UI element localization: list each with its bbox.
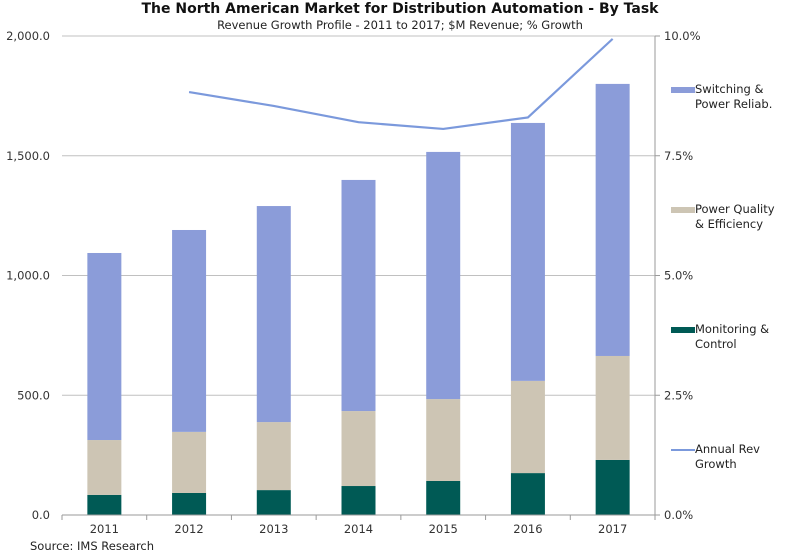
- x-axis-tick-label: 2017: [598, 522, 627, 536]
- legend-label: Control: [695, 337, 737, 351]
- right-axis-tick-label: 5.0%: [664, 269, 693, 283]
- x-axis-tick-label: 2014: [344, 522, 373, 536]
- legend-item: Annual Rev Growth: [671, 442, 760, 472]
- legend-label: Power Quality: [695, 202, 775, 216]
- bar-switching-power-reliab--2017: [595, 83, 630, 356]
- legend-item: Switching & Power Reliab.: [671, 82, 773, 112]
- bar-power-quality-efficiency-2015: [426, 399, 461, 481]
- x-axis-tick-label: 2015: [429, 522, 458, 536]
- legend-line-icon: [671, 449, 695, 451]
- legend-label: Switching &: [695, 82, 764, 96]
- bar-switching-power-reliab--2012: [172, 229, 207, 432]
- bar-switching-power-reliab--2016: [510, 122, 545, 381]
- legend-label: Annual Rev: [695, 442, 760, 456]
- bar-monitoring-control-2016: [510, 473, 545, 515]
- bar-monitoring-control-2012: [172, 492, 207, 515]
- bar-monitoring-control-2017: [595, 459, 630, 515]
- source-note: Source: IMS Research: [30, 539, 155, 553]
- right-axis-tick-label: 0.0%: [664, 508, 693, 522]
- left-axis-tick-label: 1,000.0: [6, 269, 50, 283]
- bar-monitoring-control-2011: [87, 494, 122, 515]
- legend-swatch-icon: [671, 327, 695, 333]
- bar-power-quality-efficiency-2011: [87, 440, 122, 495]
- bar-power-quality-efficiency-2016: [510, 380, 545, 474]
- legend-swatch-icon: [671, 207, 695, 213]
- legend-item: Monitoring & Control: [671, 322, 770, 352]
- left-axis-tick-label: 1,500.0: [6, 149, 50, 163]
- x-axis-tick-label: 2011: [90, 522, 119, 536]
- legend-item: Power Quality & Efficiency: [671, 202, 775, 232]
- chart-subtitle: Revenue Growth Profile - 2011 to 2017; $…: [217, 18, 583, 32]
- growth-line: [188, 38, 614, 131]
- right-axis-tick-label: 10.0%: [664, 29, 701, 43]
- left-axis-tick-label: 2,000.0: [6, 29, 50, 43]
- bar-power-quality-efficiency-2012: [172, 431, 207, 493]
- bar-monitoring-control-2014: [341, 486, 376, 515]
- legend-swatch-icon: [671, 87, 695, 93]
- chart-title: The North American Market for Distributi…: [141, 1, 659, 17]
- x-axis-tick-label: 2012: [174, 522, 203, 536]
- legend-label: Power Reliab.: [695, 97, 773, 111]
- legend-label: Monitoring &: [695, 322, 770, 336]
- left-axis-tick-label: 0.0: [32, 508, 50, 522]
- axes: 0.0 500.0 1,000.0 1,500.0 2,000.0 0.0% 2.5% 5.0…: [6, 29, 701, 536]
- bar-switching-power-reliab--2014: [341, 179, 376, 412]
- legend-label: & Efficiency: [695, 217, 764, 231]
- bar-power-quality-efficiency-2017: [595, 355, 630, 460]
- bar-switching-power-reliab--2013: [256, 206, 291, 423]
- bar-switching-power-reliab--2011: [87, 252, 122, 441]
- bar-monitoring-control-2015: [426, 480, 461, 515]
- bar-series: [87, 83, 630, 515]
- bar-power-quality-efficiency-2014: [341, 411, 376, 487]
- right-axis-tick-label: 2.5%: [664, 388, 693, 402]
- left-axis-tick-label: 500.0: [17, 388, 50, 402]
- bar-monitoring-control-2013: [256, 490, 291, 515]
- x-axis-tick-label: 2013: [259, 522, 288, 536]
- bar-power-quality-efficiency-2013: [256, 422, 291, 491]
- x-axis-tick-label: 2016: [513, 522, 542, 536]
- legend-label: Growth: [695, 457, 737, 471]
- bar-switching-power-reliab--2015: [426, 151, 461, 400]
- right-axis-tick-label: 7.5%: [664, 149, 693, 163]
- growth-line-series: [188, 38, 614, 131]
